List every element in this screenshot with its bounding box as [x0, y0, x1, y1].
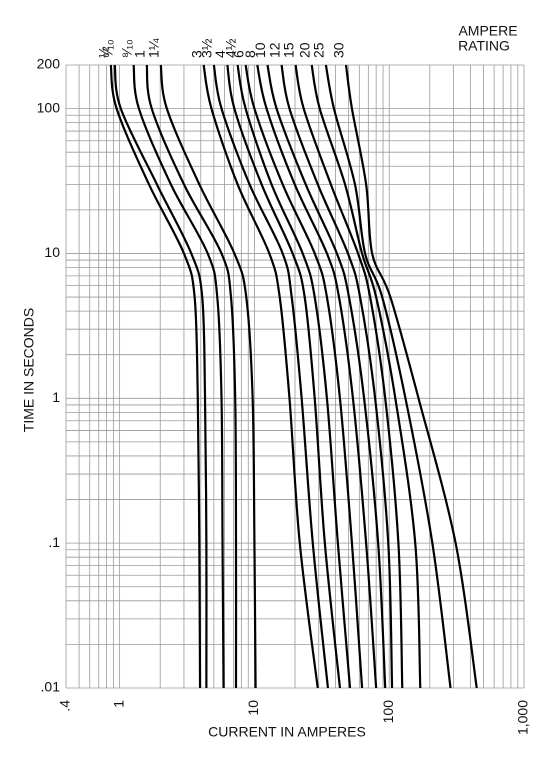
legend-title: RATING	[458, 38, 510, 54]
y-tick-label: 200	[37, 56, 61, 72]
legend-label: 10	[252, 42, 268, 58]
legend-label: 25	[311, 42, 327, 58]
legend-label: 30	[331, 42, 347, 58]
y-tick-label: 1	[52, 389, 60, 405]
curve	[212, 64, 330, 689]
legend-label: ⁸⁄₁₀	[118, 39, 134, 58]
x-tick-label: 10	[245, 700, 261, 716]
curve	[256, 64, 378, 689]
curve	[280, 64, 394, 689]
legend-label: ⁶⁄₁₀	[99, 39, 115, 58]
curve	[132, 64, 225, 689]
legend-label: 6	[230, 50, 246, 58]
y-tick-label: .01	[41, 679, 61, 695]
legend-label: 4	[212, 50, 228, 58]
y-tick-label: 100	[37, 99, 61, 115]
curve	[236, 64, 352, 689]
curve	[202, 64, 319, 689]
legend-label: 20	[296, 42, 312, 58]
y-tick-label: 10	[44, 244, 60, 260]
legend-label: 3½	[199, 38, 215, 58]
x-tick-label: 1	[110, 700, 126, 708]
curve	[344, 64, 478, 689]
legend-title: AMPERE	[458, 23, 517, 39]
x-axis-title: CURRENT IN AMPERES	[208, 724, 366, 740]
legend-label: 15	[280, 42, 296, 58]
legend-label: 4½	[222, 38, 238, 58]
curve	[113, 64, 208, 689]
y-tick-label: .1	[48, 534, 60, 550]
curve	[324, 64, 452, 689]
curve	[145, 64, 238, 689]
curve	[109, 64, 202, 689]
curve	[244, 64, 364, 689]
y-axis-title: TIME IN SECONDS	[21, 308, 37, 432]
curve	[266, 64, 387, 689]
legend-label: 12	[266, 42, 282, 58]
curve	[294, 64, 404, 689]
curve	[226, 64, 342, 689]
x-tick-label: 100	[380, 700, 396, 724]
legend-label: 1¼	[145, 38, 161, 58]
x-tick-label: 1,000	[515, 700, 531, 735]
legend-label: ½	[96, 46, 112, 58]
legend-label: 1	[131, 50, 147, 58]
x-tick-label: .4	[57, 700, 73, 712]
legend-label: 8	[242, 50, 258, 58]
legend-label: 3	[188, 50, 204, 58]
curve	[159, 64, 257, 689]
curve	[310, 64, 422, 689]
